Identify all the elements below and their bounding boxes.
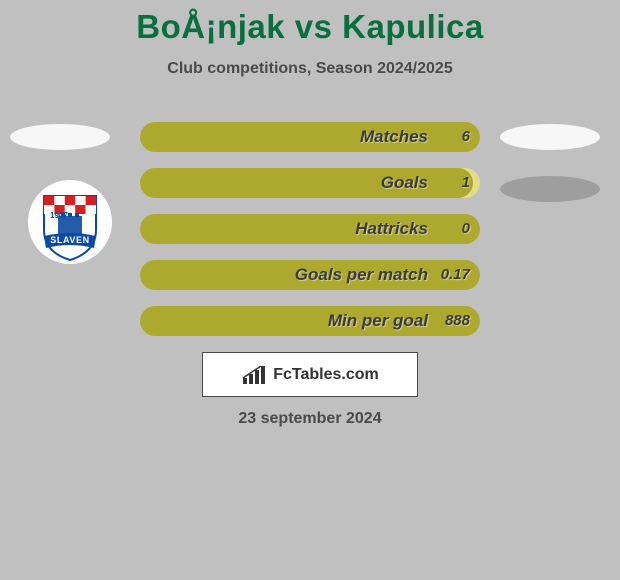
stat-row: Min per goal 888 [0, 306, 620, 352]
svg-text:1907: 1907 [50, 211, 68, 220]
stat-value: 0 [462, 214, 470, 244]
stat-bar-fill [140, 306, 480, 336]
stat-label: Hattricks [355, 214, 428, 244]
stat-bar-track [140, 122, 480, 152]
stat-label: Matches [360, 122, 428, 152]
stat-label: Goals per match [295, 260, 428, 290]
stat-label: Min per goal [328, 306, 428, 336]
page-subtitle: Club competitions, Season 2024/2025 [0, 60, 620, 78]
stat-bar-track [140, 168, 480, 198]
club-badge-slaven: 1907 SLAVEN [28, 180, 112, 264]
stat-bar-track [140, 306, 480, 336]
right-ellipse-1 [500, 124, 600, 150]
stat-bar-fill [140, 214, 480, 244]
stat-row: Goals per match 0.17 [0, 260, 620, 306]
infographic-root: BoÅ¡njak vs Kapulica Club competitions, … [0, 0, 620, 580]
stat-bar-track [140, 214, 480, 244]
stat-label: Goals [381, 168, 428, 198]
right-ellipse-2 [500, 176, 600, 202]
player-b-name: Kapulica [342, 8, 484, 45]
left-ellipse-1 [10, 124, 110, 150]
svg-text:SLAVEN: SLAVEN [50, 235, 89, 245]
footer-site-text: FcTables.com [273, 366, 379, 384]
date-text: 23 september 2024 [0, 410, 620, 428]
stat-value: 888 [445, 306, 470, 336]
bar-chart-icon [241, 364, 267, 386]
footer-watermark: FcTables.com [202, 352, 418, 397]
vs-separator: vs [295, 8, 333, 45]
stat-bar-fill [140, 122, 480, 152]
stat-value: 1 [462, 168, 470, 198]
stat-value: 6 [462, 122, 470, 152]
stat-value: 0.17 [441, 260, 470, 290]
page-title: BoÅ¡njak vs Kapulica [0, 0, 620, 46]
player-a-name: BoÅ¡njak [136, 8, 285, 45]
